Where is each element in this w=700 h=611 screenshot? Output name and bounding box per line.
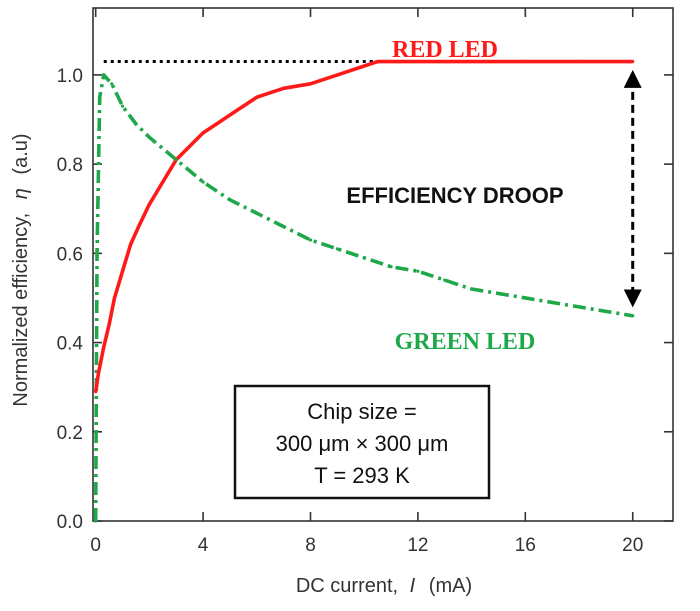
green-led-point [335,247,339,251]
red-led-point [241,104,245,108]
green-led-point [110,82,114,86]
y-axis-title: Normalized efficiency, η (a.u) [10,133,32,406]
red-led-point [201,131,205,135]
y-axis-unit: (a.u) [10,133,32,174]
red-led-point [137,224,141,229]
y-axis-title-prefix: Normalized efficiency, [10,213,32,407]
y-tick-label: 0.6 [57,244,83,265]
green-led-point [389,265,393,269]
red-led-point [470,59,474,64]
green-led-point [147,135,151,139]
y-tick-label: 1.0 [57,66,83,87]
green-led-point [362,256,366,260]
red-led-points [94,59,635,394]
red-led-point [282,86,286,90]
green-led-point [94,519,98,523]
green-led-point [443,278,447,282]
x-tick-label: 12 [407,535,428,556]
red-led-point [107,323,111,327]
green-led-point [95,251,99,255]
green-led-point [550,300,554,305]
green-led-point [308,238,313,242]
red-led-point [362,64,366,68]
red-led-point [94,390,98,394]
red-led-point [96,372,100,376]
green-led-point [631,314,635,318]
y-axis-variable: η [10,188,32,199]
red-led-point [188,144,192,148]
x-axis-variable: I [410,575,416,597]
green-led-points [94,73,635,523]
green-led-curve [93,73,634,522]
info-box-line-1: Chip size = [307,399,416,424]
green-led-point [577,305,581,309]
red-led-point [112,296,117,300]
red-led-point [214,122,219,126]
info-box-line-2: 300 μm × 300 μm [276,431,449,456]
x-tick-label: 8 [305,535,316,556]
axis-tick-labels: 0 4 8 12 16 20 0.0 0.2 0.4 0.6 0.8 1.0 [57,66,644,556]
red-led-point [147,202,151,206]
green-led-point [282,224,286,229]
red-led-point [376,59,380,64]
red-led-point [120,269,125,273]
x-axis-unit: (mA) [429,575,472,597]
red-led-point [389,59,393,64]
red-led-point [416,59,420,64]
y-tick-label: 0.0 [57,512,83,533]
red-led-point [161,180,165,184]
red-led-point [308,82,313,86]
red-led-point [631,59,635,64]
red-led-point [523,59,527,64]
green-led-point [255,211,259,215]
x-tick-label: 16 [515,535,536,556]
green-led-point [228,198,232,202]
green-led-point [98,95,102,99]
green-led-point [201,180,205,184]
info-box-line-3: T = 293 K [314,463,410,488]
y-tick-label: 0.2 [57,423,83,444]
green-led-point [523,296,527,300]
efficiency-droop-label: EFFICIENCY DROOP [346,183,563,208]
red-led-point [255,95,259,99]
y-tick-label: 0.4 [57,334,84,355]
y-tick-label: 0.8 [57,155,83,176]
green-led-point [120,104,125,108]
red-led-label: RED LED [392,37,498,63]
green-led-point [604,309,608,313]
info-box [233,384,491,500]
x-tick-label: 0 [90,535,101,556]
green-led-point [416,269,420,273]
x-axis-title-prefix: DC current, [296,575,398,597]
red-led-curve [93,59,633,392]
red-led-point [228,113,232,117]
green-led-label: GREEN LED [395,329,536,355]
x-tick-label: 20 [622,535,643,556]
green-led-point [174,158,178,162]
green-led-point [134,122,138,126]
green-led-point [496,291,501,296]
x-axis-title: DC current, I (mA) [296,575,472,597]
red-led-point [335,73,339,77]
red-led-point [577,59,581,64]
green-led-point [470,287,474,291]
red-led-point [128,242,133,247]
x-tick-label: 4 [198,535,209,556]
red-led-point [102,345,106,349]
green-led-point [102,73,106,77]
